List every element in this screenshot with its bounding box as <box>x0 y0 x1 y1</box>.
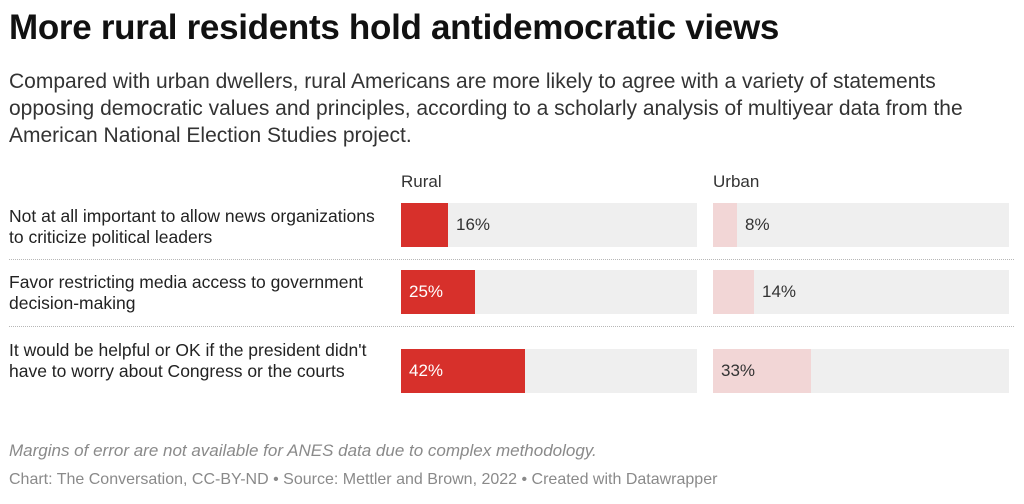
row-separator <box>9 326 1014 327</box>
data-label-rural: 42% <box>409 361 444 380</box>
bar-rural <box>401 349 525 393</box>
data-label-urban: 33% <box>721 361 756 380</box>
column-header-urban: Urban <box>713 172 760 191</box>
bar-urban <box>713 349 811 393</box>
bar-urban <box>713 270 754 314</box>
data-label-rural: 25% <box>409 282 444 301</box>
bar-track-rural: 25% <box>401 270 697 314</box>
bar-rural <box>401 270 475 314</box>
bar-rural <box>401 203 448 247</box>
chart-subtitle: Compared with urban dwellers, rural Amer… <box>9 70 963 147</box>
data-label-urban: 14% <box>762 282 797 301</box>
chart-title: More rural residents hold antidemocratic… <box>9 8 780 47</box>
bar-urban <box>713 203 737 247</box>
chart-footer: Chart: The Conversation, CC-BY-ND • Sour… <box>9 471 718 488</box>
row-label: It would be helpful or OK if the preside… <box>9 340 367 381</box>
row-label: Favor restricting media access to govern… <box>9 272 364 313</box>
data-label-urban: 8% <box>745 215 770 234</box>
row-separator <box>9 259 1014 260</box>
methodology-note: Margins of error are not available for A… <box>9 441 597 460</box>
data-label-rural: 16% <box>456 215 491 234</box>
bar-track-urban: 8% <box>713 203 1009 247</box>
bar-track-urban: 14% <box>713 270 1009 314</box>
bar-track-urban: 33% <box>713 349 1009 393</box>
bar-track-rural: 42% <box>401 349 697 393</box>
bar-track-rural: 16% <box>401 203 697 247</box>
column-header-rural: Rural <box>401 172 442 191</box>
row-label: Not at all important to allow news organ… <box>9 206 375 247</box>
